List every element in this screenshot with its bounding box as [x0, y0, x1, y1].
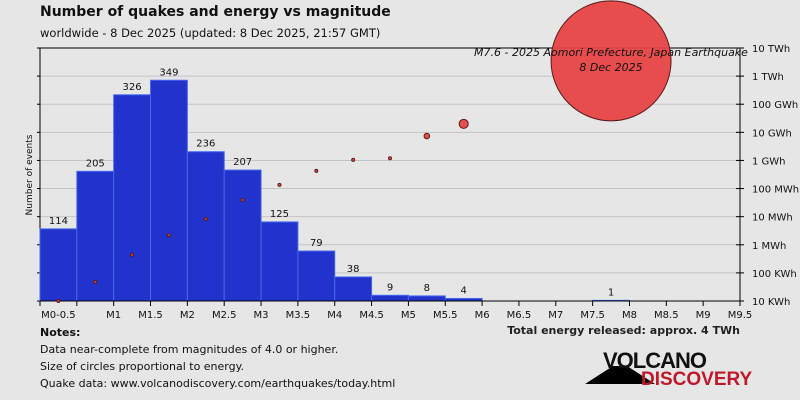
energy-circle	[550, 0, 672, 122]
volcano-shape-icon	[585, 366, 655, 384]
logo-bottom: DISCOVERY	[641, 369, 753, 390]
y-axis-label: Number of events	[25, 134, 35, 215]
bar-label: 207	[233, 157, 252, 168]
x-tick-label: M0-0.5	[41, 310, 76, 321]
bar	[297, 250, 336, 302]
bar-label: 236	[196, 139, 215, 150]
bar	[260, 221, 299, 302]
energy-circle	[56, 299, 61, 303]
bar	[113, 94, 152, 302]
x-tick-label: M1.5	[138, 310, 163, 321]
energy-circle	[166, 233, 171, 238]
bar-label: 4	[460, 285, 466, 296]
bar	[223, 169, 262, 302]
x-tick-label: M8	[622, 310, 637, 321]
bar	[150, 79, 188, 302]
bar-label: 79	[310, 238, 323, 249]
energy-circle	[351, 157, 356, 162]
bar-label: 326	[123, 82, 142, 93]
bar-label: 125	[270, 209, 289, 220]
note-line: Data near-complete from magnitudes of 4.…	[40, 343, 339, 356]
x-tick-label: M9	[696, 310, 711, 321]
bar-label: 9	[387, 282, 393, 293]
bar-label: 38	[347, 264, 360, 275]
energy-circle	[240, 198, 245, 203]
bar-label: 205	[86, 158, 105, 169]
energy-circle	[423, 132, 431, 140]
x-tick-label: M5.5	[433, 310, 458, 321]
x-tick-label: M6	[475, 310, 490, 321]
x-tick-label: M3.5	[286, 310, 311, 321]
y-right-tick-label: 100 MWh	[752, 185, 799, 196]
bar-label: 349	[159, 67, 178, 78]
energy-circle	[277, 182, 282, 187]
note-line: Quake data: www.volcanodiscovery.com/ear…	[40, 377, 396, 390]
bar-label: 8	[424, 283, 430, 294]
chart-title: Number of quakes and energy vs magnitude	[40, 4, 391, 20]
bar	[186, 151, 225, 302]
annotation-line2: 8 Dec 2025	[579, 61, 642, 74]
x-tick-label: M3	[254, 310, 269, 321]
x-tick-label: M7	[548, 310, 563, 321]
notes: Notes: Data near-complete from magnitude…	[40, 324, 395, 392]
y-right-tick-label: 100 KWh	[752, 269, 797, 280]
y-right-tick-label: 100 GWh	[752, 100, 798, 111]
x-tick-label: M5	[401, 310, 416, 321]
y-right-tick-label: 10 GWh	[752, 128, 792, 139]
y-right-tick-label: 10 TWh	[752, 44, 790, 55]
y-right-tick-label: 1 GWh	[752, 156, 786, 167]
bar	[39, 228, 78, 302]
bar	[334, 276, 373, 302]
y-right-tick-label: 1 MWh	[752, 241, 786, 252]
y-right-tick-label: 1 TWh	[752, 72, 784, 83]
energy-circle	[458, 118, 469, 129]
energy-circle	[314, 168, 319, 173]
x-tick-label: M6.5	[507, 310, 532, 321]
bar-label: 114	[49, 216, 68, 227]
volcanodiscovery-logo: VOLCANO DISCOVERY	[585, 348, 753, 390]
x-tick-label: M1	[106, 310, 121, 321]
bar	[371, 294, 409, 302]
total-energy: Total energy released: approx. 4 TWh	[507, 324, 740, 337]
notes-heading: Notes:	[40, 326, 81, 339]
bar	[407, 295, 446, 302]
x-tick-label: M2	[180, 310, 195, 321]
bar-label: 1	[608, 287, 614, 298]
x-tick-label: M7.5	[580, 310, 605, 321]
energy-circle	[388, 156, 392, 161]
x-tick-label: M2.5	[212, 310, 237, 321]
y-right-tick-label: 10 KWh	[752, 297, 790, 308]
annotation-line1: M7.6 - 2025 Aomori Prefecture, Japan Ear…	[474, 46, 748, 59]
x-tick-label: M4.5	[359, 310, 384, 321]
x-tick-label: M4	[327, 310, 342, 321]
energy-circle	[93, 279, 98, 284]
x-tick-label: M8.5	[654, 310, 679, 321]
chart-subtitle: worldwide - 8 Dec 2025 (updated: 8 Dec 2…	[40, 26, 381, 40]
y-right-tick-label: 10 MWh	[752, 213, 793, 224]
logo-top: VOLCANO	[603, 348, 707, 373]
x-tick-label: M9.5	[728, 310, 753, 321]
energy-circle	[203, 216, 208, 221]
energy-circle	[130, 252, 135, 257]
note-line: Size of circles proportional to energy.	[40, 360, 245, 373]
